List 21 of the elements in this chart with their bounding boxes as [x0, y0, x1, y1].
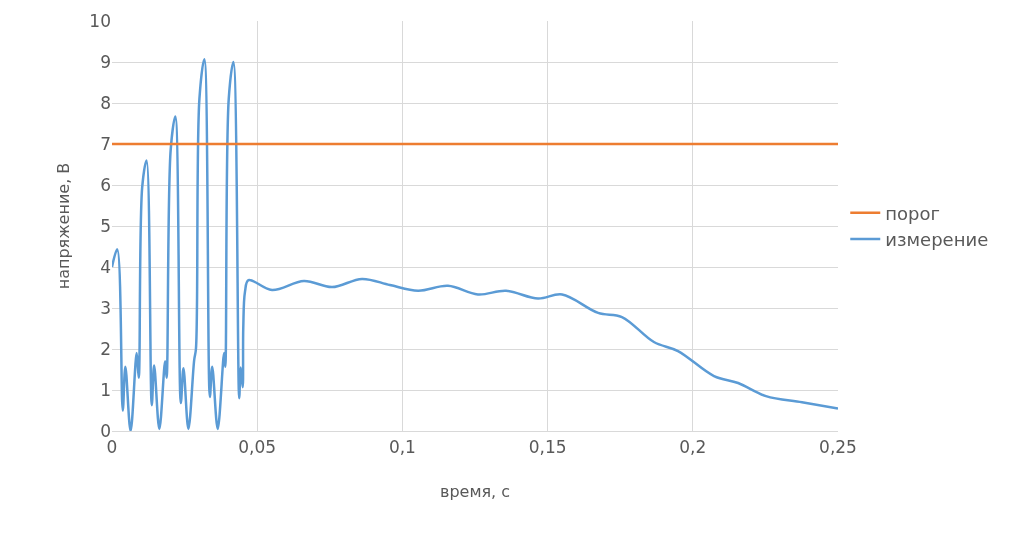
- line-series: [112, 57, 838, 431]
- y-tick-label: 1: [100, 379, 111, 400]
- x-tick-label: 0,2: [679, 436, 707, 457]
- y-tick-label: 10: [89, 10, 111, 31]
- y-tick-label: 8: [100, 92, 111, 113]
- x-tick-label: 0,15: [528, 436, 567, 457]
- x-axis-title: время, с: [439, 482, 511, 502]
- legend-label: порог: [885, 202, 940, 224]
- y-tick-label: 4: [100, 256, 111, 277]
- y-tick-label: 7: [100, 133, 111, 154]
- x-tick-label: 0,1: [388, 436, 416, 457]
- x-tick-label: 0,05: [238, 436, 277, 457]
- y-tick-label: 2: [100, 338, 111, 359]
- legend-label: измерение: [885, 229, 989, 251]
- y-tick-label: 3: [100, 297, 111, 318]
- y-tick-label: 0: [100, 420, 111, 441]
- x-tick-label: 0,25: [819, 436, 857, 457]
- y-tick-label: 6: [100, 174, 111, 195]
- y-tick-label: 9: [100, 51, 111, 72]
- y-axis-title: напряжение, В: [54, 162, 74, 290]
- y-tick-label: 5: [100, 215, 111, 236]
